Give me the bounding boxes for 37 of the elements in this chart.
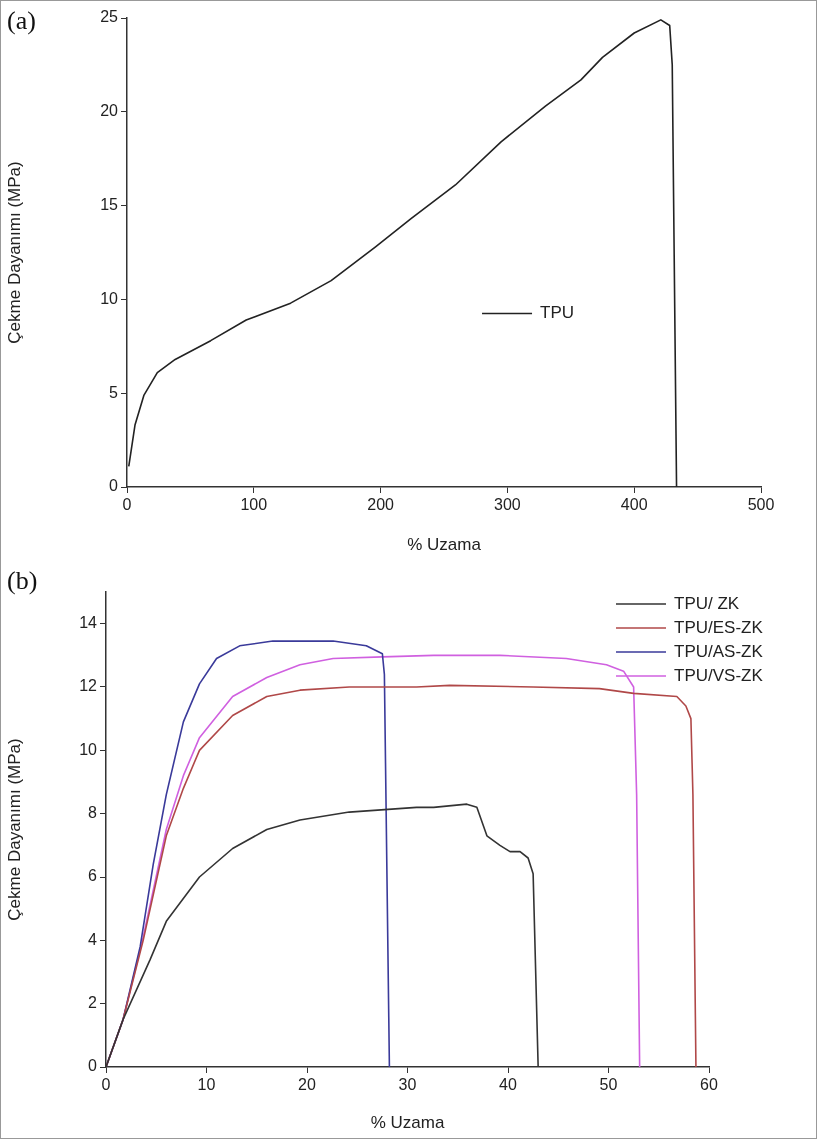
x-tick-label: 500 [747, 496, 775, 514]
legend-label: TPU/ ZK [674, 593, 740, 613]
x-axis-title: % Uzama [407, 535, 482, 555]
x-tick-label: 50 [599, 1076, 618, 1094]
y-tick-label: 0 [109, 477, 119, 495]
x-tick-label: 20 [298, 1076, 316, 1094]
x-tick-label: 60 [700, 1076, 718, 1094]
y-tick-label: 10 [100, 289, 119, 307]
x-tick-label: 300 [494, 496, 521, 514]
text: (a) [7, 5, 36, 35]
x-axis-title: % Uzama [370, 1113, 445, 1133]
x-tick-label: 40 [499, 1076, 517, 1094]
y-tick-label: 14 [79, 614, 98, 632]
x-tick-label: 30 [398, 1076, 417, 1094]
x-tick-label: 200 [367, 496, 395, 514]
legend-label: TPU/ES-ZK [674, 617, 764, 637]
y-axis-title: Çekme Dayanımı (MPa) [4, 161, 24, 344]
y-tick-label: 10 [79, 740, 98, 758]
y-tick-label: 25 [100, 8, 119, 26]
legend-label: TPU/AS-ZK [674, 641, 764, 661]
y-axis-title: Çekme Dayanımı (MPa) [4, 738, 24, 921]
x-tick-label: 10 [197, 1076, 216, 1094]
y-tick-label: 20 [100, 102, 119, 120]
y-tick-label: 15 [100, 196, 119, 214]
legend-label: TPU/VS-ZK [674, 665, 764, 685]
text: (b) [7, 565, 38, 595]
y-tick-label: 4 [88, 930, 98, 948]
y-tick-label: 2 [88, 994, 98, 1012]
x-tick-label: 100 [240, 496, 268, 514]
y-tick-label: 8 [88, 804, 98, 822]
y-tick-label: 0 [88, 1057, 98, 1075]
x-tick-label: 400 [620, 496, 648, 514]
y-tick-label: 12 [79, 677, 98, 695]
y-tick-label: 6 [88, 867, 98, 885]
x-tick-label: 0 [122, 496, 132, 514]
y-tick-label: 5 [109, 383, 119, 401]
legend-label: TPU [540, 303, 575, 323]
